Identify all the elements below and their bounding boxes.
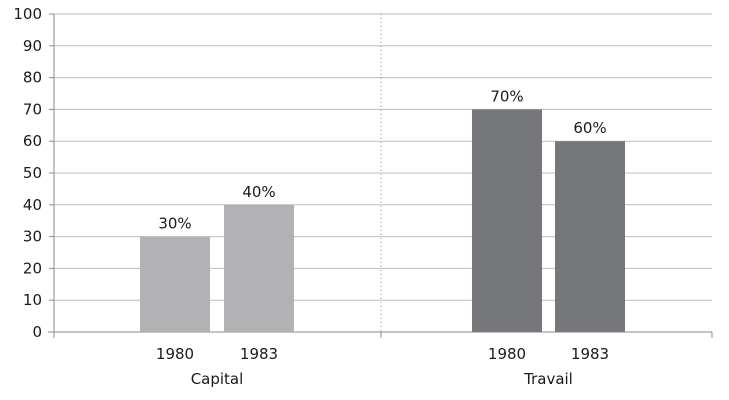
y-tick-label: 60 [23,132,42,150]
y-tick-label: 70 [23,100,42,118]
y-tick-label: 10 [23,291,42,309]
y-tick-label: 30 [23,228,42,246]
bar-travail-1980 [472,109,542,333]
bars [140,109,625,333]
y-tick-label: 0 [32,323,42,341]
y-tick-label: 40 [23,196,42,214]
data-label: 30% [158,215,191,233]
y-tick-label: 50 [23,164,42,182]
x-category-label: 1980 [488,345,526,363]
bar-capital-1983 [224,204,294,332]
y-tick-label: 80 [23,69,42,87]
y-tick-label: 90 [23,37,42,55]
data-label: 60% [573,119,606,137]
bar-capital-1980 [140,236,210,332]
labels: 0 10 20 30 40 50 60 70 80 90 100 30% 1980 40% 1983 Capi… [13,5,609,388]
x-category-label: 1983 [240,345,278,363]
y-tick-label: 20 [23,259,42,277]
y-tick-label: 100 [13,5,42,23]
x-category-label: 1980 [156,345,194,363]
group-label-capital: Capital [191,370,244,388]
data-label: 70% [490,87,523,105]
data-label: 40% [242,183,275,201]
bar-travail-1983 [555,141,625,332]
x-category-label: 1983 [571,345,609,363]
group-label-travail: Travail [523,370,573,388]
